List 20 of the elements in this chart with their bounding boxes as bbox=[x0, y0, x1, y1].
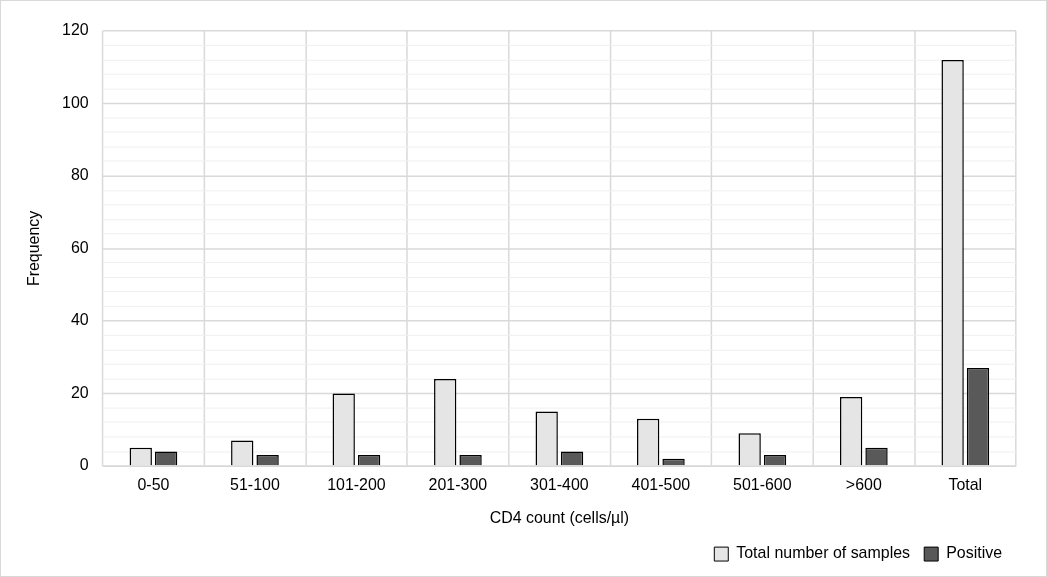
x-tick-label: 0-50 bbox=[137, 475, 170, 493]
legend-label: Total number of samples bbox=[736, 544, 911, 562]
legend-label: Positive bbox=[946, 544, 1003, 562]
y-tick-label: 20 bbox=[70, 383, 89, 401]
y-axis-title: Frequency bbox=[24, 210, 42, 287]
y-tick-label: 100 bbox=[62, 93, 89, 111]
x-tick-label: 101-200 bbox=[327, 475, 386, 493]
y-tick-label: 40 bbox=[70, 311, 89, 329]
y-tick-label: 0 bbox=[79, 456, 89, 474]
x-axis-title: CD4 count (cells/µl) bbox=[489, 509, 630, 526]
x-tick-label: >600 bbox=[845, 475, 882, 493]
x-tick-label: Total bbox=[948, 475, 983, 493]
x-tick-label: 201-300 bbox=[428, 475, 488, 493]
y-tick-label: 60 bbox=[70, 238, 89, 256]
y-tick-label: 120 bbox=[62, 21, 89, 39]
y-tick-label: 80 bbox=[70, 166, 89, 184]
x-tick-label: 501-600 bbox=[733, 475, 792, 493]
x-tick-label: 301-400 bbox=[530, 475, 589, 493]
x-tick-label: 401-500 bbox=[631, 475, 691, 493]
x-tick-label: 51-100 bbox=[230, 475, 280, 493]
